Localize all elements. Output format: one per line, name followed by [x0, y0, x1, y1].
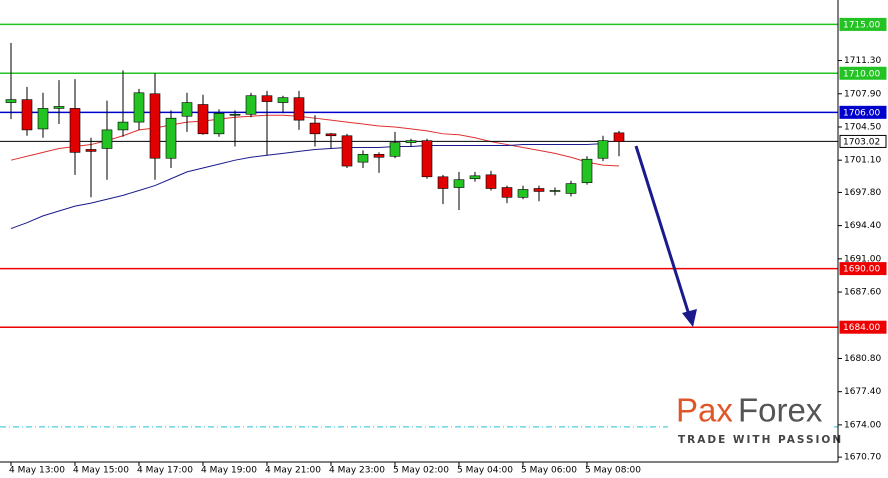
logo: Pax Forex TRADE WITH PASSION — [668, 390, 843, 450]
candle-body — [245, 95, 257, 115]
candle-body — [149, 93, 161, 159]
logo-left: Pax — [676, 392, 733, 429]
candle-body — [21, 99, 33, 131]
candle-body — [165, 117, 177, 159]
candle-body — [421, 140, 433, 178]
x-tick-label: 4 May 23:00 — [329, 466, 385, 476]
candle-body — [453, 179, 465, 188]
candle-body — [469, 175, 481, 180]
plot-layer — [0, 23, 838, 428]
candle-body — [309, 122, 321, 135]
candle-body — [389, 142, 401, 157]
level-label: 1715.00 — [843, 20, 880, 30]
level-label-box — [839, 66, 887, 80]
candle-body — [565, 183, 577, 194]
level-label: 1684.00 — [843, 323, 880, 333]
candle-body — [597, 140, 609, 159]
candle-body — [613, 132, 625, 142]
candle-body — [373, 154, 385, 158]
x-tick-label: 5 May 04:00 — [457, 466, 513, 476]
x-tick-label: 4 May 13:00 — [9, 466, 65, 476]
candle-body — [261, 95, 273, 102]
moving-average — [10, 143, 604, 230]
candle-body — [229, 113, 241, 116]
candle-body — [405, 140, 417, 143]
level-label-box — [839, 17, 887, 31]
level-label-box — [839, 134, 887, 148]
candle-body — [133, 92, 145, 123]
candle-body — [549, 190, 561, 192]
candle-body — [117, 121, 129, 131]
candle-body — [37, 108, 49, 130]
x-tick-label: 5 May 02:00 — [393, 466, 449, 476]
y-tick-label: 1701.10 — [844, 156, 881, 166]
logo-background — [668, 390, 834, 450]
logo-tagline: TRADE WITH PASSION — [678, 434, 843, 446]
y-tick-label: 1687.60 — [844, 288, 881, 298]
candle-body — [5, 99, 17, 103]
candle-body — [69, 108, 81, 153]
candle-body — [325, 133, 337, 137]
x-tick-label: 5 May 08:00 — [585, 466, 641, 476]
y-tick-label: 1680.80 — [844, 354, 881, 364]
x-tick-label: 4 May 21:00 — [265, 466, 321, 476]
candle-body — [213, 113, 225, 135]
y-tick-label: 1704.50 — [844, 122, 881, 132]
level-label-box — [839, 105, 887, 119]
candle-body — [501, 187, 513, 198]
candle-body — [53, 106, 65, 109]
candle-body — [357, 154, 369, 163]
candle-body — [341, 135, 353, 167]
arrow-shaft — [634, 145, 692, 319]
y-tick-label: 1697.80 — [844, 188, 881, 198]
level-label: 1703.02 — [843, 137, 880, 147]
x-tick-label: 5 May 06:00 — [521, 466, 577, 476]
candle-body — [181, 102, 193, 117]
x-tick-label: 4 May 17:00 — [137, 466, 193, 476]
x-tick-label: 4 May 19:00 — [201, 466, 257, 476]
candle-body — [197, 104, 209, 135]
level-label-box — [839, 262, 887, 276]
y-tick-label: 1674.00 — [844, 420, 881, 430]
level-label-box — [839, 320, 887, 334]
arrow-head — [682, 309, 697, 327]
candle-body — [533, 188, 545, 192]
y-tick-label: 1691.00 — [844, 254, 881, 264]
candle-body — [517, 189, 529, 198]
y-tick-label: 1677.40 — [844, 387, 881, 397]
candle-body — [101, 129, 113, 149]
candle-body — [85, 149, 97, 152]
arrow — [634, 145, 697, 327]
candle-body — [277, 97, 289, 103]
level-label: 1706.00 — [843, 108, 880, 118]
y-tick-label: 1711.30 — [844, 56, 881, 66]
y-tick-label: 1670.70 — [844, 453, 881, 463]
y-tick-label: 1707.90 — [844, 89, 881, 99]
candle-body — [581, 158, 593, 183]
logo-right: Forex — [738, 392, 823, 429]
level-label: 1690.00 — [843, 265, 880, 275]
x-tick-label: 4 May 15:00 — [73, 466, 129, 476]
y-tick-label: 1694.40 — [844, 221, 881, 231]
level-label: 1710.00 — [843, 69, 880, 79]
candle-body — [437, 176, 449, 189]
candle-body — [485, 174, 497, 189]
candle-body — [293, 97, 305, 121]
